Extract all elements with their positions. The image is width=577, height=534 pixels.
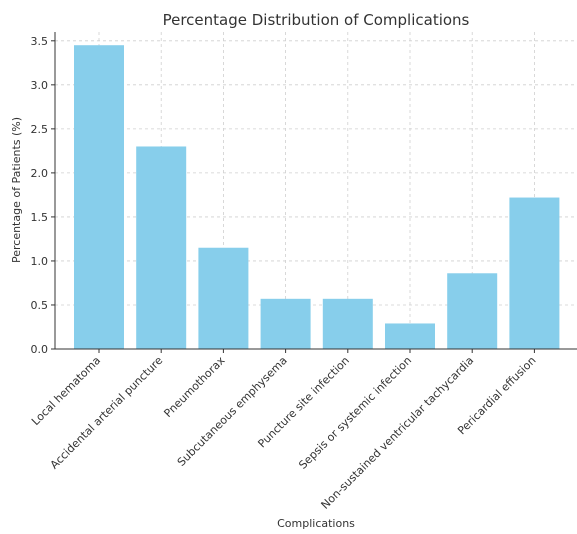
y-tick-label: 3.0: [31, 79, 49, 92]
y-tick-label: 1.5: [31, 211, 49, 224]
y-tick-label: 3.5: [31, 35, 49, 48]
bar: [385, 323, 435, 349]
bar: [74, 45, 124, 349]
y-tick-label: 0.0: [31, 343, 49, 356]
chart-title: Percentage Distribution of Complications: [163, 11, 470, 29]
y-tick-label: 2.0: [31, 167, 49, 180]
y-tick-label: 1.0: [31, 255, 49, 268]
x-tick-label: Accidental arterial puncture: [48, 354, 166, 472]
bar: [198, 247, 249, 349]
grid-layer: [55, 32, 577, 350]
bar: [322, 298, 373, 349]
x-tick-label: Subcutaneous emphysema: [175, 354, 290, 469]
axes-layer: [54, 32, 577, 350]
y-tick-label: 0.5: [31, 299, 49, 312]
y-ticks: 0.0 0.5 1.0 1.5 2.0 2.5 3.0 3.5: [31, 35, 55, 356]
bar: [136, 146, 187, 349]
x-axis-label: Complications: [277, 517, 355, 530]
bar: [260, 298, 311, 349]
y-tick-label: 2.5: [31, 123, 49, 136]
x-tick-label: Pneumothorax: [161, 354, 227, 420]
y-axis-label: Percentage of Patients (%): [10, 117, 23, 263]
bar: [509, 197, 560, 349]
x-tick-label: Sepsis or systemic infection: [296, 354, 414, 472]
bars-layer: [74, 45, 560, 349]
bar: [447, 273, 498, 349]
